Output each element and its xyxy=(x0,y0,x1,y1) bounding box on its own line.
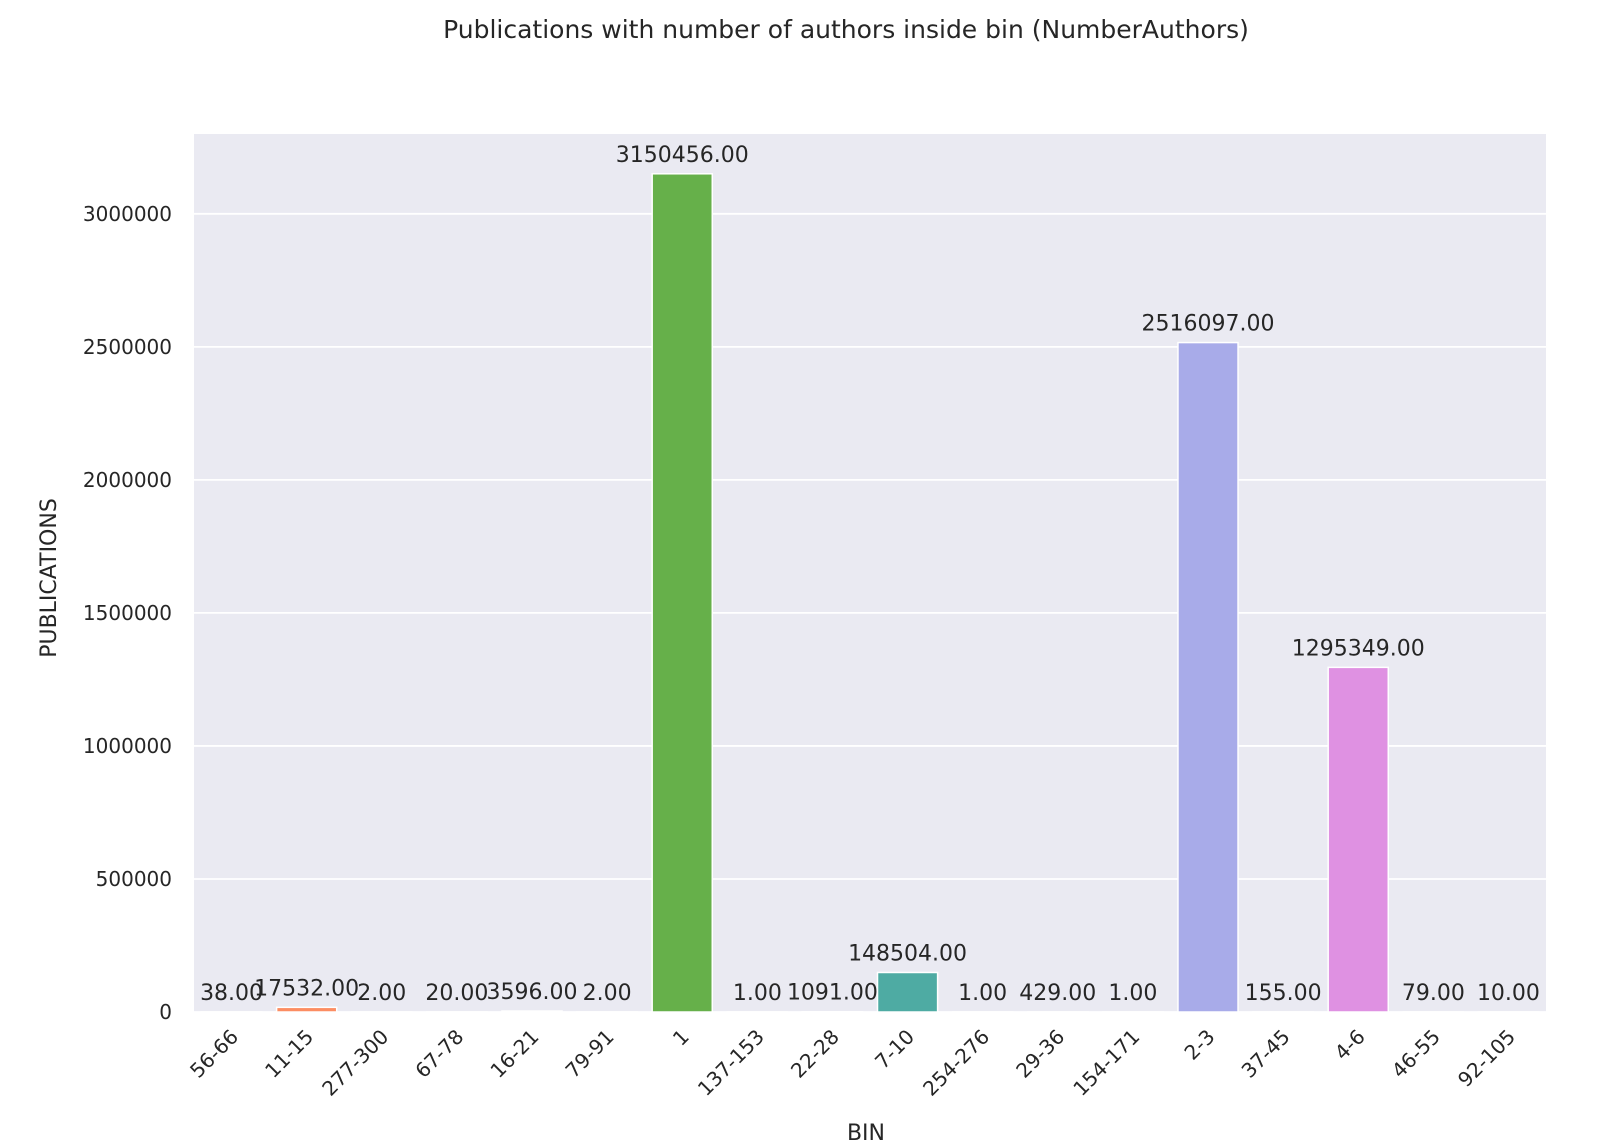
x-tick-label: 22-28 xyxy=(786,1025,844,1083)
data-label: 429.00 xyxy=(1019,981,1096,1006)
data-label: 17532.00 xyxy=(254,976,359,1001)
data-label: 2.00 xyxy=(583,981,632,1006)
y-tick-label: 2000000 xyxy=(83,468,172,492)
data-label: 3150456.00 xyxy=(616,143,749,168)
bars xyxy=(200,173,1540,1013)
data-label: 10.00 xyxy=(1477,981,1540,1006)
data-label: 148504.00 xyxy=(848,941,967,966)
x-tick-label: 137-153 xyxy=(693,1025,769,1101)
data-label: 1.00 xyxy=(1108,981,1157,1006)
gridlines xyxy=(194,212,1546,1013)
bar-11-15 xyxy=(275,1006,338,1013)
data-label: 1.00 xyxy=(958,981,1007,1006)
x-tick-label: 154-171 xyxy=(1068,1025,1144,1101)
x-tick-label: 2-3 xyxy=(1179,1025,1219,1065)
y-tick-label: 1500000 xyxy=(83,601,172,625)
x-tick-label: 56-66 xyxy=(185,1025,243,1083)
data-label: 20.00 xyxy=(425,981,488,1006)
x-tick-label: 7-10 xyxy=(870,1025,919,1074)
data-label: 1091.00 xyxy=(787,981,878,1006)
data-label: 2516097.00 xyxy=(1142,312,1275,337)
plot-area xyxy=(194,134,1546,1012)
x-tick-label: 67-78 xyxy=(410,1025,468,1083)
x-tick-label: 92-105 xyxy=(1453,1025,1520,1092)
data-label: 155.00 xyxy=(1245,981,1322,1006)
x-tick-label: 11-15 xyxy=(260,1025,318,1083)
bar-2-3 xyxy=(1177,341,1239,1013)
y-tick-label: 1000000 xyxy=(83,734,172,758)
chart-title: Publications with number of authors insi… xyxy=(443,15,1249,44)
data-label: 38.00 xyxy=(200,981,263,1006)
y-axis-ticks: 0 500000 1000000 1500000 2000000 2500000 30000… xyxy=(83,202,172,1024)
y-tick-label: 0 xyxy=(159,1000,172,1024)
data-label: 1295349.00 xyxy=(1292,636,1425,661)
y-axis-label: PUBLICATIONS xyxy=(37,498,62,658)
x-tick-label: 79-91 xyxy=(561,1025,619,1083)
x-axis-label: BIN xyxy=(847,1121,885,1146)
y-tick-label: 500000 xyxy=(96,867,172,891)
x-axis-ticks: 56-66 11-15 277-300 67-78 16-21 79-91 1 137-153… xyxy=(185,1025,1520,1101)
x-tick-label: 16-21 xyxy=(485,1025,543,1083)
data-label: 79.00 xyxy=(1402,981,1465,1006)
y-tick-label: 2500000 xyxy=(83,335,172,359)
x-tick-label: 46-55 xyxy=(1387,1025,1445,1083)
bar-7-10 xyxy=(876,971,939,1013)
data-label: 1.00 xyxy=(733,981,782,1006)
bar-16-21 xyxy=(501,1010,563,1013)
x-tick-label: 4-6 xyxy=(1330,1025,1370,1065)
x-tick-label: 254-276 xyxy=(918,1025,994,1101)
x-tick-label: 1 xyxy=(668,1025,694,1051)
x-tick-label: 37-45 xyxy=(1237,1025,1295,1083)
bar-1 xyxy=(651,173,714,1013)
y-tick-label: 3000000 xyxy=(83,202,172,226)
data-label: 2.00 xyxy=(357,981,406,1006)
data-label: 3596.00 xyxy=(487,980,578,1005)
x-tick-label: 29-36 xyxy=(1011,1025,1069,1083)
x-tick-label: 277-300 xyxy=(317,1025,393,1101)
bar-4-6 xyxy=(1327,666,1390,1013)
